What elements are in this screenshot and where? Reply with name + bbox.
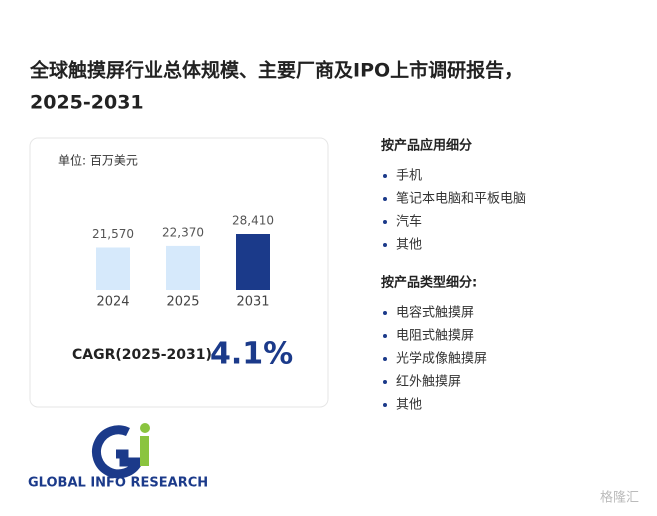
bar [166, 245, 200, 290]
segment-heading: 按产品应用细分 [381, 138, 472, 154]
bullet [383, 174, 387, 178]
logo-text: GLOBAL INFO RESEARCH [28, 476, 208, 491]
bullet [383, 243, 387, 247]
bar [236, 234, 270, 290]
segment-item: 其他 [396, 238, 422, 253]
bullet [383, 220, 387, 224]
value-label: 28,410 [232, 214, 274, 228]
x-tick-label: 2024 [96, 295, 129, 310]
title: 全球触摸屏行业总体规模、主要厂商及IPO上市调研报告， [29, 59, 523, 82]
title: 2025-2031 [30, 92, 144, 114]
x-tick-label: 2025 [166, 295, 199, 310]
segment-item: 其他 [396, 398, 422, 413]
segment-heading: 按产品类型细分: [381, 275, 477, 291]
logo-mark [140, 436, 149, 466]
segment-item: 红外触摸屏 [396, 374, 461, 390]
bullet [383, 311, 387, 315]
value-label: 22,370 [162, 225, 204, 239]
unit-label: 单位: 百万美元 [58, 153, 138, 168]
logo-mark [92, 425, 146, 479]
cagr-value: 4.1% [210, 337, 293, 372]
segment-item: 光学成像触摸屏 [396, 351, 487, 367]
x-tick-label: 2031 [236, 295, 269, 310]
segment-item: 电阻式触摸屏 [396, 329, 474, 344]
bullet [383, 403, 387, 407]
bar [96, 247, 130, 290]
bullet [383, 334, 387, 338]
segment-item: 汽车 [396, 214, 422, 230]
segment-item: 手机 [396, 169, 422, 184]
cagr-label: CAGR(2025-2031): [72, 347, 218, 363]
bullet [383, 357, 387, 361]
watermark: 格隆汇 [600, 490, 639, 506]
logo-mark [140, 423, 150, 433]
logo: GLOBAL INFO RESEARCH [28, 423, 208, 491]
segment-item: 电容式触摸屏 [396, 305, 474, 321]
value-label: 21,570 [92, 227, 134, 241]
bullet [383, 197, 387, 201]
bullet [383, 380, 387, 384]
segment-item: 笔记本电脑和平板电脑 [396, 191, 526, 207]
